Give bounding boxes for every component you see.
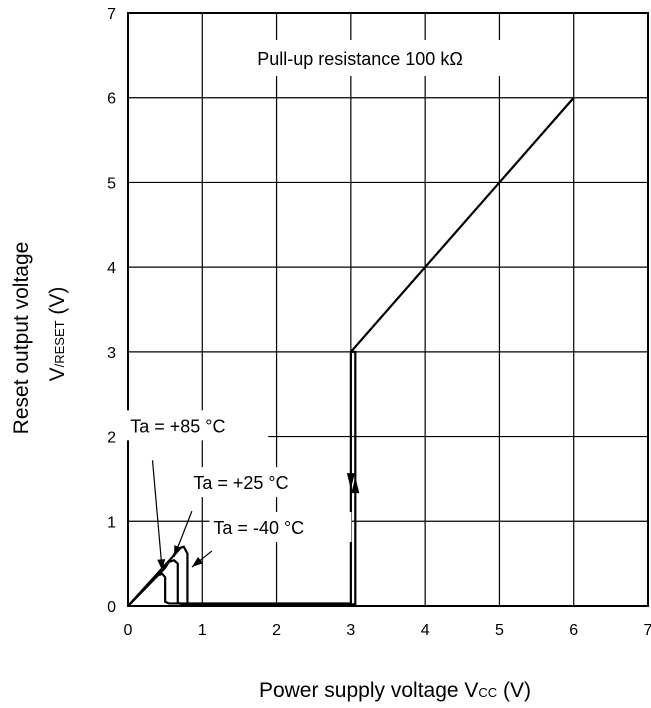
y-tick-label: 4	[107, 260, 116, 277]
y-tick-label: 2	[107, 430, 116, 447]
annotation-background	[205, 40, 515, 76]
leader-arrowhead	[157, 559, 166, 571]
leader-arrowhead	[174, 545, 182, 557]
series-label-background	[126, 410, 269, 441]
grid	[128, 13, 648, 606]
series-label-background	[209, 511, 352, 542]
y-tick-label: 7	[107, 6, 116, 23]
series-label: Ta = -40 °C	[213, 518, 304, 538]
x-tick-label: 3	[346, 622, 355, 639]
pullup-annotation: Pull-up resistance 100 kΩ	[257, 49, 463, 69]
y-axis-label-line2: V/RESET (V)	[46, 287, 69, 382]
labels: Ta = +85 °C Ta = +25 °C Ta = -40 °C	[126, 410, 352, 571]
y-tick-label: 6	[107, 91, 116, 108]
leader-arrowhead	[191, 557, 203, 568]
y-tick-label: 5	[107, 175, 116, 192]
x-tick-label: 7	[644, 622, 651, 639]
direction-arrow	[346, 473, 355, 490]
leader-line	[151, 460, 163, 571]
series-line	[127, 559, 355, 607]
y-tick-label: 0	[107, 599, 116, 616]
series-label-background	[189, 467, 332, 498]
x-axis-label: Power supply voltage VCC (V)	[259, 679, 531, 702]
y-axis-label-line1: Reset output voltage	[10, 242, 33, 435]
y-tick-label: 3	[107, 345, 116, 362]
x-tick-label: 5	[495, 622, 504, 639]
ticks: 0 1 2 3 4 5 6 7 0 1 2 3 4 5 6 7	[107, 6, 651, 639]
x-tick-label: 1	[198, 622, 207, 639]
x-tick-label: 4	[421, 622, 430, 639]
x-tick-label: 0	[124, 622, 133, 639]
series-label: Ta = +25 °C	[193, 473, 288, 493]
direction-arrow	[351, 477, 360, 494]
series-line	[127, 96, 575, 607]
y-tick-label: 1	[107, 514, 116, 531]
x-tick-label: 6	[569, 622, 578, 639]
plot-frame	[127, 12, 649, 607]
series-label: Ta = +85 °C	[130, 416, 225, 436]
x-tick-label: 2	[272, 622, 281, 639]
